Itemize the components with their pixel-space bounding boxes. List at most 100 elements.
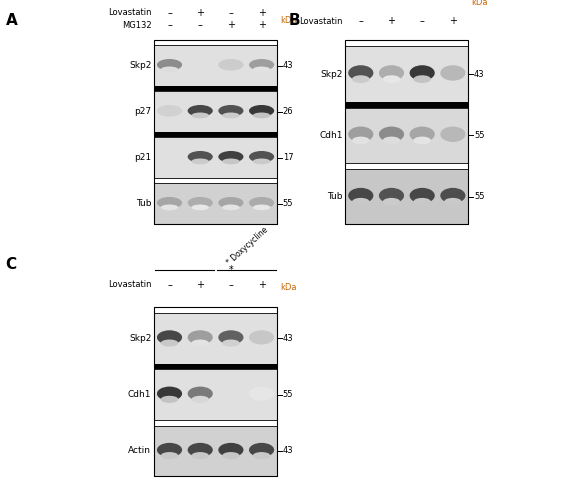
Ellipse shape (253, 452, 271, 459)
Ellipse shape (253, 205, 271, 210)
Text: +: + (388, 16, 396, 26)
Ellipse shape (249, 443, 274, 457)
Text: Skp2: Skp2 (320, 70, 343, 79)
Ellipse shape (191, 452, 209, 459)
Ellipse shape (383, 198, 400, 206)
Text: *: * (228, 265, 234, 275)
Ellipse shape (188, 387, 213, 401)
Ellipse shape (383, 137, 400, 144)
FancyBboxPatch shape (345, 108, 468, 163)
FancyBboxPatch shape (154, 425, 277, 476)
Text: 55: 55 (283, 390, 293, 399)
FancyBboxPatch shape (154, 45, 277, 86)
Text: p27: p27 (134, 107, 151, 116)
Text: 43: 43 (283, 334, 293, 343)
Text: –: – (167, 8, 172, 18)
Text: 43: 43 (474, 70, 485, 79)
Ellipse shape (444, 198, 462, 206)
FancyBboxPatch shape (154, 86, 277, 91)
Ellipse shape (188, 330, 213, 344)
Ellipse shape (253, 67, 271, 72)
FancyBboxPatch shape (154, 369, 277, 420)
Ellipse shape (188, 443, 213, 457)
Text: 43: 43 (283, 447, 293, 456)
Ellipse shape (157, 443, 182, 457)
Ellipse shape (352, 137, 369, 144)
Text: 26: 26 (283, 107, 293, 116)
FancyBboxPatch shape (154, 313, 277, 364)
Ellipse shape (440, 65, 465, 81)
Ellipse shape (157, 197, 182, 209)
Ellipse shape (383, 75, 400, 83)
Ellipse shape (157, 330, 182, 344)
Ellipse shape (157, 59, 182, 71)
Ellipse shape (191, 112, 209, 118)
Text: –: – (420, 16, 425, 26)
Text: –: – (228, 280, 234, 290)
Text: Lovastatin: Lovastatin (299, 17, 343, 26)
Ellipse shape (409, 65, 435, 81)
Ellipse shape (413, 75, 431, 83)
Ellipse shape (160, 452, 178, 459)
Text: Skp2: Skp2 (129, 61, 151, 70)
FancyBboxPatch shape (345, 46, 468, 102)
Ellipse shape (188, 105, 213, 116)
Text: –: – (228, 8, 234, 18)
Ellipse shape (157, 105, 182, 116)
Ellipse shape (379, 65, 404, 81)
FancyBboxPatch shape (154, 137, 277, 178)
Text: p21: p21 (134, 153, 151, 162)
Text: C: C (6, 257, 17, 272)
Ellipse shape (218, 330, 243, 344)
Text: +: + (196, 8, 204, 18)
Text: +: + (449, 16, 457, 26)
Text: Skp2: Skp2 (129, 334, 151, 343)
Text: B: B (288, 13, 300, 28)
Text: * Doxycycline: * Doxycycline (225, 225, 270, 267)
Ellipse shape (348, 127, 373, 142)
Text: 55: 55 (474, 131, 484, 140)
FancyBboxPatch shape (345, 102, 468, 108)
Ellipse shape (222, 158, 240, 164)
FancyBboxPatch shape (154, 91, 277, 132)
Ellipse shape (218, 105, 243, 116)
Ellipse shape (379, 127, 404, 142)
Ellipse shape (191, 396, 209, 403)
Text: Cdh1: Cdh1 (128, 390, 151, 399)
Ellipse shape (218, 59, 243, 71)
Text: Lovastatin: Lovastatin (108, 8, 151, 17)
Ellipse shape (249, 151, 274, 163)
Ellipse shape (191, 205, 209, 210)
Ellipse shape (253, 112, 271, 118)
Ellipse shape (352, 75, 369, 83)
Ellipse shape (440, 188, 465, 203)
Text: –: – (167, 280, 172, 290)
Ellipse shape (188, 59, 213, 71)
Text: –: – (167, 20, 172, 30)
Ellipse shape (191, 340, 209, 347)
Ellipse shape (352, 198, 369, 206)
Text: Actin: Actin (128, 447, 151, 456)
Ellipse shape (188, 197, 213, 209)
Ellipse shape (160, 67, 178, 72)
Text: kDa: kDa (280, 16, 296, 25)
FancyBboxPatch shape (154, 364, 277, 369)
FancyBboxPatch shape (154, 183, 277, 224)
Ellipse shape (348, 65, 373, 81)
Text: –: – (198, 20, 203, 30)
Ellipse shape (222, 112, 240, 118)
Ellipse shape (348, 188, 373, 203)
Ellipse shape (218, 443, 243, 457)
Text: +: + (196, 280, 204, 290)
Text: 55: 55 (474, 192, 484, 201)
Ellipse shape (249, 197, 274, 209)
Text: MG132: MG132 (122, 21, 151, 30)
Text: Tub: Tub (327, 192, 343, 201)
Text: Lovastatin: Lovastatin (108, 280, 151, 289)
Ellipse shape (222, 340, 240, 347)
Ellipse shape (409, 127, 435, 142)
Text: –: – (359, 16, 363, 26)
Ellipse shape (413, 198, 431, 206)
Text: 55: 55 (283, 199, 293, 208)
Ellipse shape (249, 330, 274, 344)
